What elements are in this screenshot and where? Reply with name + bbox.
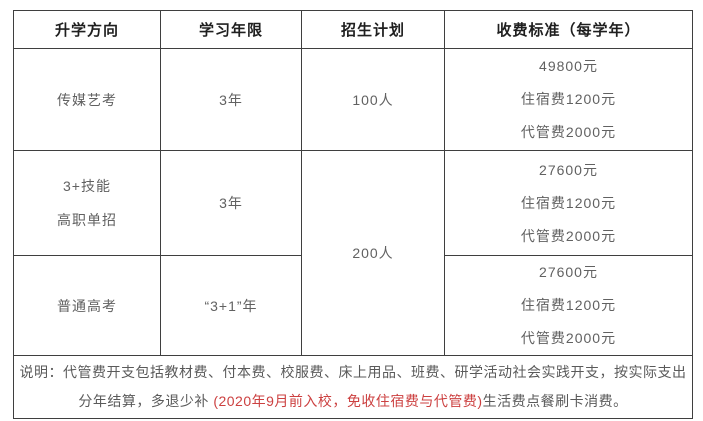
fee-line-agency: 代管费2000元 xyxy=(520,330,617,346)
header-fees: 收费标准（每学年） xyxy=(444,10,693,49)
cell-plan: 100人 xyxy=(301,48,445,151)
table-header-row: 升学方向 学习年限 招生计划 收费标准（每学年） xyxy=(13,10,693,49)
fee-line-lodging: 住宿费1200元 xyxy=(520,91,617,107)
header-direction: 升学方向 xyxy=(13,10,161,49)
fee-line-lodging: 住宿费1200元 xyxy=(520,297,617,313)
cell-direction: 普通高考 xyxy=(13,255,161,356)
cell-direction: 传媒艺考 xyxy=(13,48,161,151)
note-text-highlight: (2020年9月前入校，免收住宿费与代管费) xyxy=(213,393,483,409)
note-text-prefix: 说明：代管费开支包括教材费、付本费、校服费、床上用品、班费、研学活动社会实践开支… xyxy=(19,364,687,409)
fee-line-agency: 代管费2000元 xyxy=(520,227,617,244)
table-row: 3+技能 高职单招 3年 200人 27600元 住宿费1200元 代管费200… xyxy=(13,150,693,356)
note-row: 说明：代管费开支包括教材费、付本费、校服费、床上用品、班费、研学活动社会实践开支… xyxy=(13,355,693,419)
direction-line: 高职单招 xyxy=(57,212,117,228)
cell-years: 3年 xyxy=(160,150,302,256)
cell-direction: 3+技能 高职单招 xyxy=(13,150,161,256)
fee-line-tuition: 27600元 xyxy=(539,161,598,178)
header-plan: 招生计划 xyxy=(301,10,445,49)
cell-fees: 27600元 住宿费1200元 代管费2000元 xyxy=(444,150,693,256)
table-row: 传媒艺考 3年 100人 49800元 住宿费1200元 代管费2000元 xyxy=(13,48,693,151)
cell-fees: 27600元 住宿费1200元 代管费2000元 xyxy=(444,255,693,356)
note-cell: 说明：代管费开支包括教材费、付本费、校服费、床上用品、班费、研学活动社会实践开支… xyxy=(13,355,693,419)
fee-line-lodging: 住宿费1200元 xyxy=(520,194,617,211)
cell-fees: 49800元 住宿费1200元 代管费2000元 xyxy=(444,48,693,151)
header-years: 学习年限 xyxy=(160,10,302,49)
fee-line-tuition: 27600元 xyxy=(539,264,598,280)
cell-years: “3+1”年 xyxy=(160,255,302,356)
fee-line-tuition: 49800元 xyxy=(539,58,598,74)
cell-plan-merged: 200人 xyxy=(301,150,445,356)
tuition-table: 升学方向 学习年限 招生计划 收费标准（每学年） 传媒艺考 3年 100人 49… xyxy=(13,10,693,419)
note-text-suffix: 生活费点餐刷卡消费。 xyxy=(482,393,628,409)
direction-line: 3+技能 xyxy=(63,178,111,194)
table-row: 普通高考 “3+1”年 27600元 住宿费1200元 代管费2000元 xyxy=(13,255,693,356)
fee-line-agency: 代管费2000元 xyxy=(520,124,617,140)
cell-years: 3年 xyxy=(160,48,302,151)
